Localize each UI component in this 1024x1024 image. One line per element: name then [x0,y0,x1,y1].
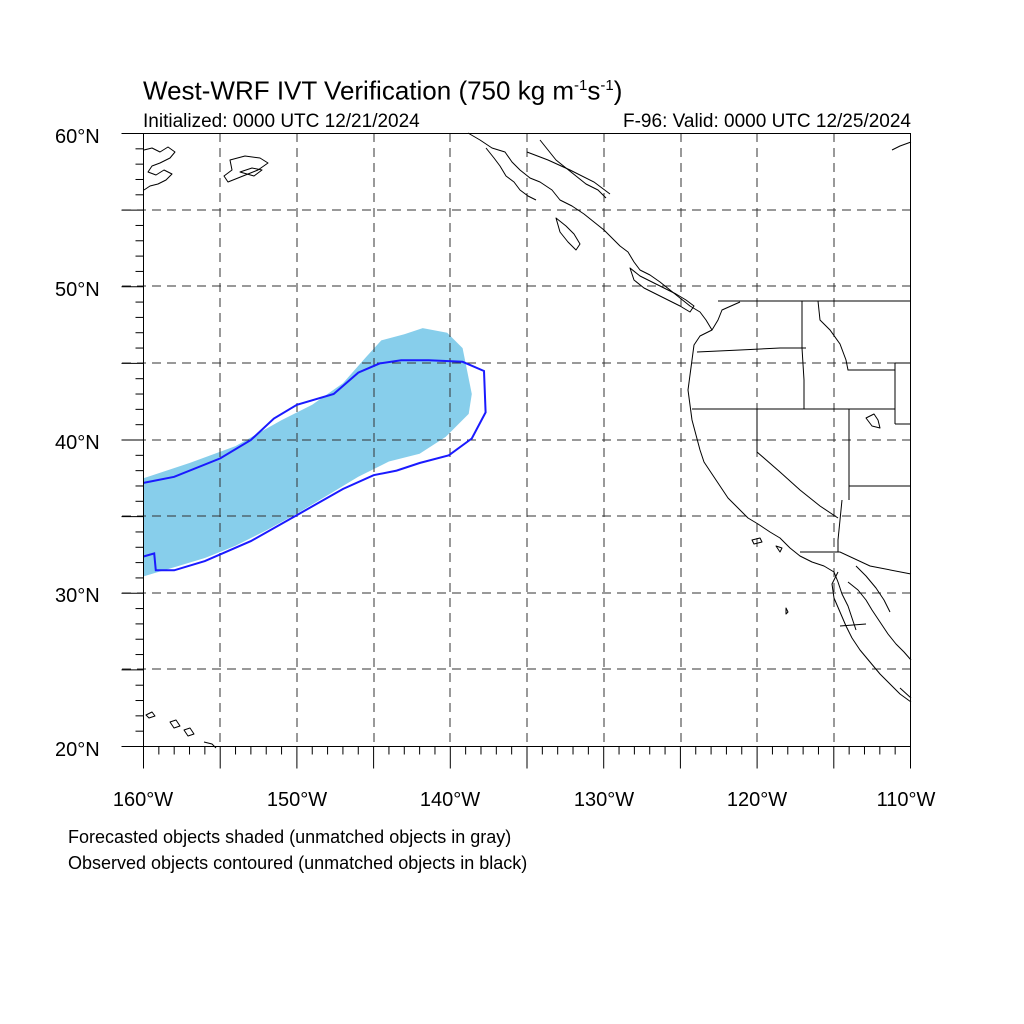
observed-note: Observed objects contoured (unmatched ob… [68,853,528,873]
lon-label-150w: 150°W [267,789,327,811]
forecast-object-shaded [143,328,472,577]
lon-label-130w: 130°W [574,789,634,811]
map-title: West-WRF IVT Verification (750 kg m-1s-1… [143,70,622,107]
political-borders [526,151,912,627]
title-exponent-1: -1 [574,77,588,94]
lat-label-30: 30°N [55,585,100,607]
lon-label-110w: 110°W [877,789,936,811]
lat-label-60: 60°N [55,126,100,148]
gridlines [122,133,911,746]
lat-label-50: 50°N [55,279,100,301]
valid-time-label: F-96: Valid: 0000 UTC 12/25/2024 [623,111,911,132]
title-unit-s: s [587,75,601,106]
lon-label-140w: 140°W [420,789,480,811]
title-exponent-2: -1 [600,77,614,94]
lon-label-120w: 120°W [727,789,787,811]
axis-ticks [121,133,911,769]
lat-label-40: 40°N [55,432,100,454]
title-text: West-WRF IVT Verification (750 kg m [143,75,575,106]
lat-label-20: 20°N [55,739,100,761]
lon-label-160w: 160°W [113,789,173,811]
initialized-label: Initialized: 0000 UTC 12/21/2024 [143,111,420,132]
coastlines [143,132,912,749]
observed-object-contour [143,359,487,572]
title-close: ) [613,75,623,106]
forecast-note: Forecasted objects shaded (unmatched obj… [68,827,512,847]
